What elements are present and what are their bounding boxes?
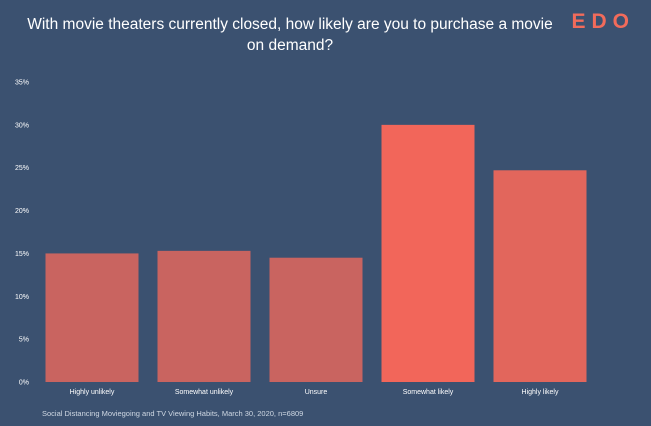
- y-tick-label: 25%: [15, 165, 29, 172]
- x-tick-label: Somewhat unlikely: [175, 389, 234, 396]
- x-tick-label: Unsure: [305, 389, 328, 396]
- y-tick-label: 5%: [19, 337, 29, 344]
- y-tick-label: 0%: [19, 380, 29, 387]
- bar-somewhat-unlikely: [157, 250, 251, 382]
- y-tick-label: 30%: [15, 122, 29, 129]
- edo-logo: EDO: [571, 10, 635, 33]
- y-tick-label: 15%: [15, 251, 29, 258]
- y-tick-label: 35%: [15, 80, 29, 87]
- bar-somewhat-likely: [381, 124, 475, 382]
- x-tick-label: Highly likely: [522, 389, 559, 396]
- bar-unsure: [269, 257, 363, 382]
- x-tick-label: Somewhat likely: [403, 389, 454, 396]
- y-tick-label: 10%: [15, 294, 29, 301]
- source-note: Social Distancing Moviegoing and TV View…: [42, 409, 304, 418]
- y-tick-label: 20%: [15, 208, 29, 215]
- bar-highly-unlikely: [45, 253, 139, 382]
- x-tick-label: Highly unlikely: [70, 389, 115, 396]
- bar-highly-likely: [493, 170, 587, 382]
- chart-title: With movie theaters currently closed, ho…: [27, 16, 553, 54]
